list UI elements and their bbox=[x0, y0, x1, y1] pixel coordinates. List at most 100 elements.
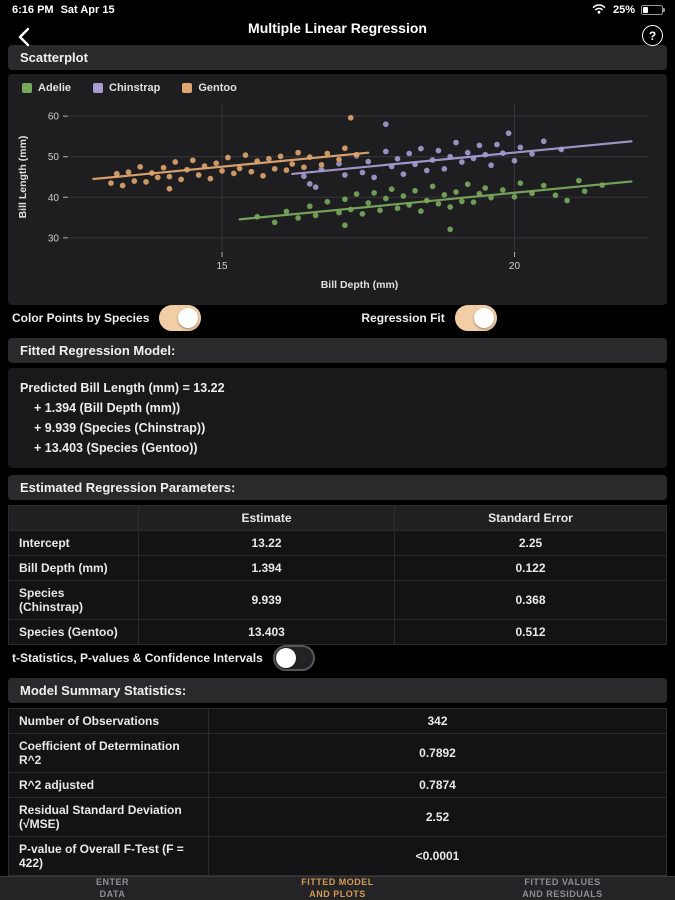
tstats-toggle[interactable] bbox=[272, 645, 315, 671]
fitted-model-title: Fitted Regression Model: bbox=[20, 343, 176, 358]
y-axis-label: Bill Length (mm) bbox=[17, 136, 29, 219]
svg-text:50: 50 bbox=[48, 152, 60, 163]
params-header-row: Estimate Standard Error bbox=[8, 505, 667, 531]
table-row: Species (Gentoo) 13.403 0.512 bbox=[8, 619, 667, 645]
table-row: P-value of Overall F-Test (F = 422) <0.0… bbox=[8, 836, 667, 876]
legend-label: Adelie bbox=[38, 82, 72, 94]
param-estimate: 9.939 bbox=[138, 580, 395, 620]
summary-value: 342 bbox=[208, 708, 667, 734]
table-row: Coefficient of Determination R^2 0.7892 bbox=[8, 733, 667, 773]
param-estimate: 13.22 bbox=[138, 530, 395, 556]
summary-label: Coefficient of Determination R^2 bbox=[8, 733, 209, 773]
tstats-label: t-Statistics, P-values & Confidence Inte… bbox=[12, 651, 263, 665]
tab-label: AND PLOTS bbox=[309, 889, 366, 899]
battery-icon bbox=[641, 4, 665, 15]
summary-label: Number of Observations bbox=[8, 708, 209, 734]
tab-label: FITTED MODEL bbox=[301, 877, 374, 887]
model-equation-line: Predicted Bill Length (mm) = 13.22 bbox=[20, 381, 225, 395]
table-row: R^2 adjusted 0.7874 bbox=[8, 772, 667, 798]
param-se: 0.512 bbox=[394, 619, 667, 645]
table-row: Residual Standard Deviation (√MSE) 2.52 bbox=[8, 797, 667, 837]
legend-swatch-icon bbox=[182, 83, 193, 93]
param-estimate: 13.403 bbox=[138, 619, 395, 645]
chart-legend: Adelie Chinstrap Gentoo bbox=[12, 80, 663, 98]
params-title: Estimated Regression Parameters: bbox=[20, 480, 236, 495]
help-button[interactable]: ? bbox=[642, 25, 663, 46]
legend-label: Chinstrap bbox=[109, 82, 161, 94]
tab-label: AND RESIDUALS bbox=[522, 889, 603, 899]
back-button[interactable] bbox=[12, 25, 36, 49]
summary-label: Residual Standard Deviation (√MSE) bbox=[8, 797, 209, 837]
table-row: Number of Observations 342 bbox=[8, 708, 667, 734]
param-label: Species (Gentoo) bbox=[8, 619, 139, 645]
param-estimate: 1.394 bbox=[138, 555, 395, 581]
param-se: 0.122 bbox=[394, 555, 667, 581]
legend-swatch-icon bbox=[93, 83, 104, 93]
tab-enter-data[interactable]: ENTER DATA bbox=[0, 877, 225, 900]
tab-label: ENTER bbox=[95, 877, 129, 887]
model-equation-line: + 13.403 (Species (Gentoo)) bbox=[34, 441, 198, 455]
color-points-toggle[interactable] bbox=[159, 305, 202, 331]
tab-bar: ENTER DATA FITTED MODEL AND PLOTS FITTED… bbox=[0, 876, 675, 900]
table-row: Bill Depth (mm) 1.394 0.122 bbox=[8, 555, 667, 581]
svg-text:30: 30 bbox=[48, 233, 60, 244]
legend-label: Gentoo bbox=[198, 82, 237, 94]
model-equation-line: + 1.394 (Bill Depth (mm)) bbox=[34, 401, 181, 415]
status-bar: 6:16 PM Sat Apr 15 25% bbox=[0, 0, 675, 17]
status-date: Sat Apr 15 bbox=[60, 3, 115, 16]
table-row: Intercept 13.22 2.25 bbox=[8, 530, 667, 556]
params-header-estimate: Estimate bbox=[138, 505, 395, 531]
summary-value: <0.0001 bbox=[208, 836, 667, 876]
battery-percent: 25% bbox=[612, 3, 635, 16]
tstats-toggle-row: t-Statistics, P-values & Confidence Inte… bbox=[0, 645, 675, 671]
param-se: 2.25 bbox=[394, 530, 667, 556]
summary-value: 0.7892 bbox=[208, 733, 667, 773]
summary-value: 2.52 bbox=[208, 797, 667, 837]
summary-label: P-value of Overall F-Test (F = 422) bbox=[8, 836, 209, 876]
svg-text:40: 40 bbox=[48, 193, 60, 204]
legend-item-chinstrap: Chinstrap bbox=[93, 82, 160, 94]
scatter-svg: 30 40 50 60 15 20 Bill Depth (mm) Bill Length (… bbox=[17, 104, 649, 291]
svg-text:60: 60 bbox=[48, 112, 60, 123]
param-label: Bill Depth (mm) bbox=[8, 555, 139, 581]
params-table: Estimate Standard Error Intercept 13.22 … bbox=[8, 505, 667, 645]
scatterplot-panel: Adelie Chinstrap Gentoo 30 40 50 60 15 20 Bill D… bbox=[8, 74, 667, 305]
fitted-model-panel: Predicted Bill Length (mm) = 13.22 + 1.3… bbox=[8, 368, 667, 468]
params-header-se: Standard Error bbox=[394, 505, 667, 531]
param-label: Species (Chinstrap) bbox=[8, 580, 139, 620]
tab-label: DATA bbox=[99, 889, 126, 899]
model-equation-line: + 9.939 (Species (Chinstrap)) bbox=[34, 421, 206, 435]
regression-fit-toggle[interactable] bbox=[454, 305, 497, 331]
param-se: 0.368 bbox=[394, 580, 667, 620]
scatterplot-header: Scatterplot bbox=[8, 45, 667, 70]
params-header: Estimated Regression Parameters: bbox=[8, 475, 667, 500]
status-time: 6:16 PM bbox=[12, 3, 54, 16]
summary-value: 0.7874 bbox=[208, 772, 667, 798]
fitted-model-header: Fitted Regression Model: bbox=[8, 338, 667, 363]
legend-item-adelie: Adelie bbox=[22, 82, 71, 94]
param-label: Intercept bbox=[8, 530, 139, 556]
question-mark-icon: ? bbox=[648, 28, 657, 43]
regression-fit-label: Regression Fit bbox=[361, 311, 445, 325]
x-axis-label: Bill Depth (mm) bbox=[321, 279, 399, 291]
page-title: Multiple Linear Regression bbox=[248, 19, 427, 36]
legend-swatch-icon bbox=[22, 83, 32, 93]
nav-bar: Multiple Linear Regression ? bbox=[0, 17, 675, 47]
table-row: Species (Chinstrap) 9.939 0.368 bbox=[8, 580, 667, 620]
legend-item-gentoo: Gentoo bbox=[182, 82, 237, 94]
tab-fitted-model-and-plots[interactable]: FITTED MODEL AND PLOTS bbox=[225, 877, 450, 900]
summary-label: R^2 adjusted bbox=[8, 772, 209, 798]
color-points-label: Color Points by Species bbox=[12, 311, 150, 325]
scatterplot-title: Scatterplot bbox=[20, 50, 88, 65]
tab-label: FITTED VALUES bbox=[524, 877, 601, 887]
summary-title: Model Summary Statistics: bbox=[20, 683, 187, 698]
plot-toggles-row: Color Points by Species Regression Fit bbox=[0, 305, 675, 331]
params-header-blank bbox=[8, 505, 139, 531]
chevron-left-icon bbox=[18, 27, 30, 47]
svg-text:20: 20 bbox=[509, 261, 521, 272]
wifi-icon bbox=[591, 2, 607, 17]
tab-fitted-values-and-residuals[interactable]: FITTED VALUES AND RESIDUALS bbox=[450, 877, 675, 900]
svg-text:15: 15 bbox=[216, 261, 228, 272]
summary-table: Number of Observations 342 Coefficient o… bbox=[8, 708, 667, 876]
